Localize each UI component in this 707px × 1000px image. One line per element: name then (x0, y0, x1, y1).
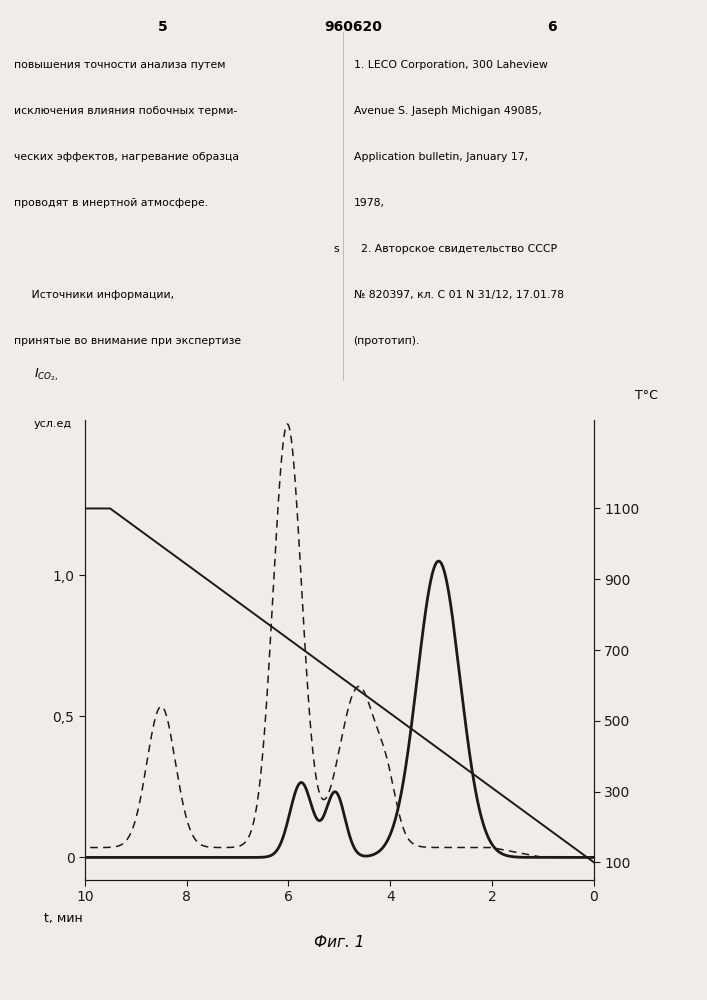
Text: проводят в инертной атмосфере.: проводят в инертной атмосфере. (14, 198, 209, 208)
Text: Application bulletin, January 17,: Application bulletin, January 17, (354, 152, 527, 162)
Text: № 820397, кл. С 01 N 31/12, 17.01.78: № 820397, кл. С 01 N 31/12, 17.01.78 (354, 290, 563, 300)
Text: Фиг. 1: Фиг. 1 (314, 935, 365, 950)
Text: Avenue S. Jaseph Michigan 49085,: Avenue S. Jaseph Michigan 49085, (354, 106, 542, 116)
Text: T°C: T°C (635, 389, 658, 402)
Text: $I_{CO_2,}$: $I_{CO_2,}$ (34, 367, 59, 383)
Text: 1978,: 1978, (354, 198, 385, 208)
Text: повышения точности анализа путем: повышения точности анализа путем (14, 60, 226, 70)
Text: усл.ед: усл.ед (34, 419, 72, 429)
Text: 6: 6 (547, 20, 556, 34)
Text: Источники информации,: Источники информации, (14, 290, 174, 300)
Text: s: s (334, 244, 339, 254)
Text: принятые во внимание при экспертизе: принятые во внимание при экспертизе (14, 336, 241, 346)
Text: 1. LECO Corporation, 300 Laheview: 1. LECO Corporation, 300 Laheview (354, 60, 547, 70)
Text: 960620: 960620 (325, 20, 382, 34)
Text: 5: 5 (158, 20, 168, 34)
Text: исключения влияния побочных терми-: исключения влияния побочных терми- (14, 106, 238, 116)
Text: (прототип).: (прототип). (354, 336, 420, 346)
Text: t, мин: t, мин (44, 912, 82, 925)
Text: ческих эффектов, нагревание образца: ческих эффектов, нагревание образца (14, 152, 239, 162)
Text: 2. Авторское свидетельство СССР: 2. Авторское свидетельство СССР (354, 244, 556, 254)
